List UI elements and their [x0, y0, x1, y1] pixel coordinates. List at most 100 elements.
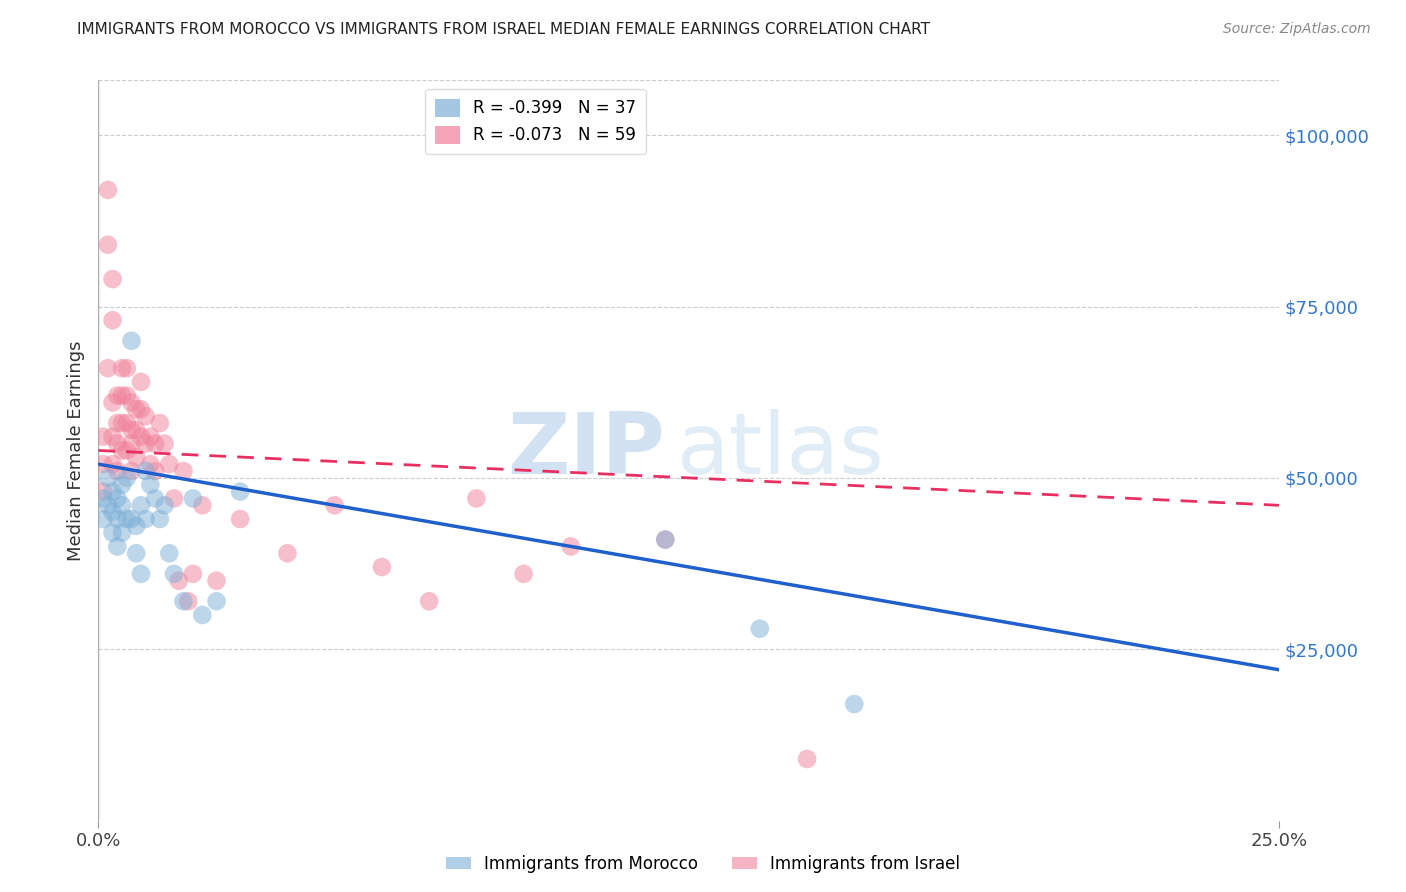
Point	[91, 430, 114, 444]
Point	[91, 491, 114, 506]
Point	[129, 498, 152, 512]
Point	[121, 464, 143, 478]
Point	[149, 512, 172, 526]
Point	[371, 560, 394, 574]
Point	[105, 464, 128, 478]
Point	[135, 409, 157, 424]
Point	[163, 566, 186, 581]
Point	[91, 457, 114, 471]
Point	[125, 519, 148, 533]
Point	[654, 533, 676, 547]
Point	[105, 540, 128, 554]
Text: Source: ZipAtlas.com: Source: ZipAtlas.com	[1223, 22, 1371, 37]
Point	[157, 457, 180, 471]
Point	[101, 272, 124, 286]
Point	[121, 334, 143, 348]
Point	[101, 430, 124, 444]
Point	[101, 313, 124, 327]
Point	[105, 491, 128, 506]
Point	[143, 436, 166, 450]
Point	[229, 512, 252, 526]
Point	[121, 423, 143, 437]
Point	[121, 436, 143, 450]
Point	[512, 566, 534, 581]
Point	[129, 566, 152, 581]
Point	[115, 443, 138, 458]
Point	[139, 430, 162, 444]
Point	[111, 443, 134, 458]
Point	[654, 533, 676, 547]
Point	[125, 423, 148, 437]
Point	[111, 525, 134, 540]
Point	[97, 471, 120, 485]
Point	[111, 477, 134, 491]
Point	[125, 450, 148, 465]
Point	[105, 416, 128, 430]
Point	[101, 395, 124, 409]
Point	[129, 430, 152, 444]
Point	[111, 361, 134, 376]
Point	[125, 546, 148, 560]
Legend: R = -0.399   N = 37, R = -0.073   N = 59: R = -0.399 N = 37, R = -0.073 N = 59	[425, 88, 647, 154]
Point	[181, 491, 204, 506]
Point	[101, 457, 124, 471]
Point	[748, 622, 770, 636]
Y-axis label: Median Female Earnings: Median Female Earnings	[66, 340, 84, 561]
Point	[91, 512, 114, 526]
Point	[177, 594, 200, 608]
Point	[115, 416, 138, 430]
Point	[139, 457, 162, 471]
Point	[135, 436, 157, 450]
Point	[97, 498, 120, 512]
Point	[157, 546, 180, 560]
Legend: Immigrants from Morocco, Immigrants from Israel: Immigrants from Morocco, Immigrants from…	[439, 848, 967, 880]
Point	[97, 361, 120, 376]
Point	[181, 566, 204, 581]
Point	[91, 484, 114, 499]
Point	[105, 512, 128, 526]
Point	[111, 416, 134, 430]
Point	[172, 464, 194, 478]
Point	[191, 607, 214, 622]
Point	[149, 416, 172, 430]
Point	[135, 512, 157, 526]
Point	[101, 505, 124, 519]
Text: IMMIGRANTS FROM MOROCCO VS IMMIGRANTS FROM ISRAEL MEDIAN FEMALE EARNINGS CORRELA: IMMIGRANTS FROM MOROCCO VS IMMIGRANTS FR…	[77, 22, 931, 37]
Point	[101, 525, 124, 540]
Point	[191, 498, 214, 512]
Point	[844, 697, 866, 711]
Point	[97, 183, 120, 197]
Point	[105, 436, 128, 450]
Point	[163, 491, 186, 506]
Point	[115, 512, 138, 526]
Point	[465, 491, 488, 506]
Point	[111, 498, 134, 512]
Point	[129, 402, 152, 417]
Point	[276, 546, 298, 560]
Point	[167, 574, 190, 588]
Point	[101, 484, 124, 499]
Point	[143, 464, 166, 478]
Point	[560, 540, 582, 554]
Point	[125, 402, 148, 417]
Point	[135, 464, 157, 478]
Point	[205, 594, 228, 608]
Point	[115, 361, 138, 376]
Point	[115, 471, 138, 485]
Point	[105, 389, 128, 403]
Point	[796, 752, 818, 766]
Point	[121, 395, 143, 409]
Text: ZIP: ZIP	[508, 409, 665, 492]
Point	[323, 498, 346, 512]
Point	[97, 237, 120, 252]
Point	[111, 389, 134, 403]
Point	[172, 594, 194, 608]
Point	[129, 375, 152, 389]
Point	[418, 594, 440, 608]
Point	[143, 491, 166, 506]
Text: atlas: atlas	[678, 409, 886, 492]
Point	[153, 498, 176, 512]
Point	[115, 389, 138, 403]
Point	[121, 512, 143, 526]
Point	[153, 436, 176, 450]
